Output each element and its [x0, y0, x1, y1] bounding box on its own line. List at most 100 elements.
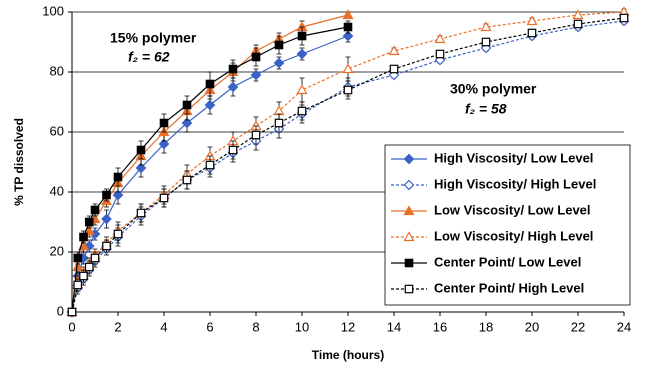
marker	[136, 145, 146, 155]
x-tick-label: 16	[433, 319, 447, 334]
marker	[342, 9, 354, 20]
legend-label: Low Viscosity/ Low Level	[434, 202, 591, 217]
marker	[228, 145, 238, 155]
marker	[251, 52, 261, 62]
marker	[274, 118, 284, 128]
legend-marker	[403, 153, 415, 165]
legend-marker	[404, 284, 414, 294]
x-tick-label: 14	[387, 319, 401, 334]
y-tick-label: 40	[50, 183, 64, 198]
legend-label: High Viscosity/ Low Level	[434, 150, 593, 165]
marker	[102, 241, 111, 251]
x-tick-label: 12	[341, 319, 355, 334]
marker	[73, 253, 83, 263]
x-axis-label: Time (hours)	[312, 348, 384, 362]
series-line	[71, 26, 349, 313]
marker	[90, 253, 100, 263]
marker	[388, 45, 400, 56]
marker	[182, 175, 192, 185]
marker	[79, 271, 88, 281]
marker	[112, 189, 124, 201]
marker	[228, 64, 238, 74]
x-tick-label: 20	[525, 319, 539, 334]
marker	[619, 13, 629, 23]
legend-marker	[403, 179, 415, 191]
annotation: f₂ = 62	[128, 49, 170, 65]
annotation: 30% polymer	[450, 81, 537, 97]
marker	[159, 193, 169, 203]
x-tick-label: 18	[479, 319, 493, 334]
marker	[204, 99, 216, 111]
legend-marker	[403, 231, 415, 242]
marker	[251, 130, 261, 140]
marker	[296, 48, 308, 60]
series-line	[71, 17, 625, 313]
legend-label: Center Point/ High Level	[434, 280, 584, 295]
x-tick-label: 8	[252, 319, 259, 334]
annotation: f₂ = 58	[465, 101, 507, 117]
marker	[84, 262, 94, 272]
x-tick-label: 0	[68, 319, 75, 334]
marker	[181, 117, 193, 129]
marker	[273, 57, 285, 69]
marker	[573, 19, 583, 29]
x-tick-label: 4	[160, 319, 167, 334]
y-tick-label: 0	[57, 303, 64, 318]
marker	[158, 138, 170, 150]
marker	[296, 84, 308, 95]
marker	[182, 100, 192, 110]
series-line	[71, 35, 349, 313]
y-tick-label: 80	[50, 63, 64, 78]
x-tick-label: 2	[114, 319, 121, 334]
marker	[389, 64, 399, 74]
marker	[342, 63, 354, 74]
y-tick-label: 60	[50, 123, 64, 138]
x-tick-label: 6	[206, 319, 213, 334]
marker	[67, 307, 77, 317]
marker	[136, 208, 146, 218]
y-tick-label: 20	[50, 243, 64, 258]
x-tick-label: 22	[571, 319, 585, 334]
marker	[113, 229, 123, 239]
legend-marker	[404, 258, 414, 268]
marker	[435, 49, 445, 59]
annotation: 15% polymer	[110, 30, 197, 46]
marker	[527, 28, 537, 38]
marker	[113, 172, 123, 182]
marker	[159, 118, 169, 128]
marker	[297, 106, 307, 116]
x-tick-label: 10	[295, 319, 309, 334]
marker	[343, 85, 353, 95]
y-tick-label: 100	[42, 3, 64, 18]
marker	[72, 261, 84, 272]
marker	[135, 162, 147, 174]
marker	[342, 30, 354, 42]
x-tick-label: 24	[617, 319, 631, 334]
marker	[481, 37, 491, 47]
marker	[434, 33, 446, 44]
legend-marker	[403, 205, 415, 216]
y-axis-label: % TP dissolved	[12, 118, 26, 206]
legend-label: Center Point/ Low Level	[434, 254, 581, 269]
marker	[480, 21, 492, 32]
marker	[101, 213, 112, 225]
marker	[526, 15, 538, 26]
legend-label: High Viscosity/ High Level	[434, 176, 596, 191]
marker	[572, 9, 584, 20]
marker	[274, 40, 284, 50]
marker	[84, 217, 94, 227]
marker	[227, 81, 239, 93]
marker	[343, 22, 353, 32]
marker	[205, 79, 215, 89]
marker	[205, 160, 215, 170]
marker	[73, 280, 83, 290]
legend-label: Low Viscosity/ High Level	[434, 228, 593, 243]
marker	[79, 232, 88, 242]
marker	[297, 31, 307, 41]
marker	[102, 190, 111, 200]
marker	[250, 69, 262, 81]
legend-box	[384, 144, 631, 306]
marker	[90, 205, 100, 215]
